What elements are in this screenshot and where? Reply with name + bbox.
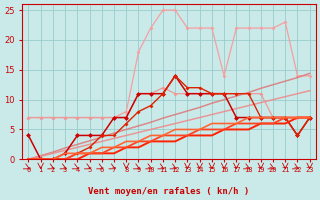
X-axis label: Vent moyen/en rafales ( kn/h ): Vent moyen/en rafales ( kn/h ) <box>88 187 250 196</box>
